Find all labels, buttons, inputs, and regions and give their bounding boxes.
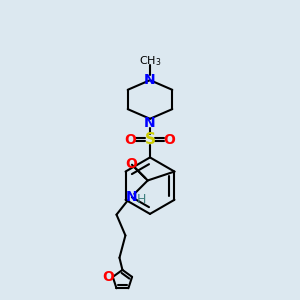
Text: O: O (125, 157, 137, 171)
Text: N: N (144, 116, 156, 130)
Text: O: O (125, 133, 136, 147)
Text: N: N (144, 73, 156, 87)
Text: N: N (125, 190, 137, 204)
Text: O: O (102, 270, 114, 284)
Text: O: O (164, 133, 175, 147)
Text: S: S (145, 132, 155, 147)
Text: H: H (137, 193, 146, 206)
Text: CH$_3$: CH$_3$ (139, 55, 161, 68)
